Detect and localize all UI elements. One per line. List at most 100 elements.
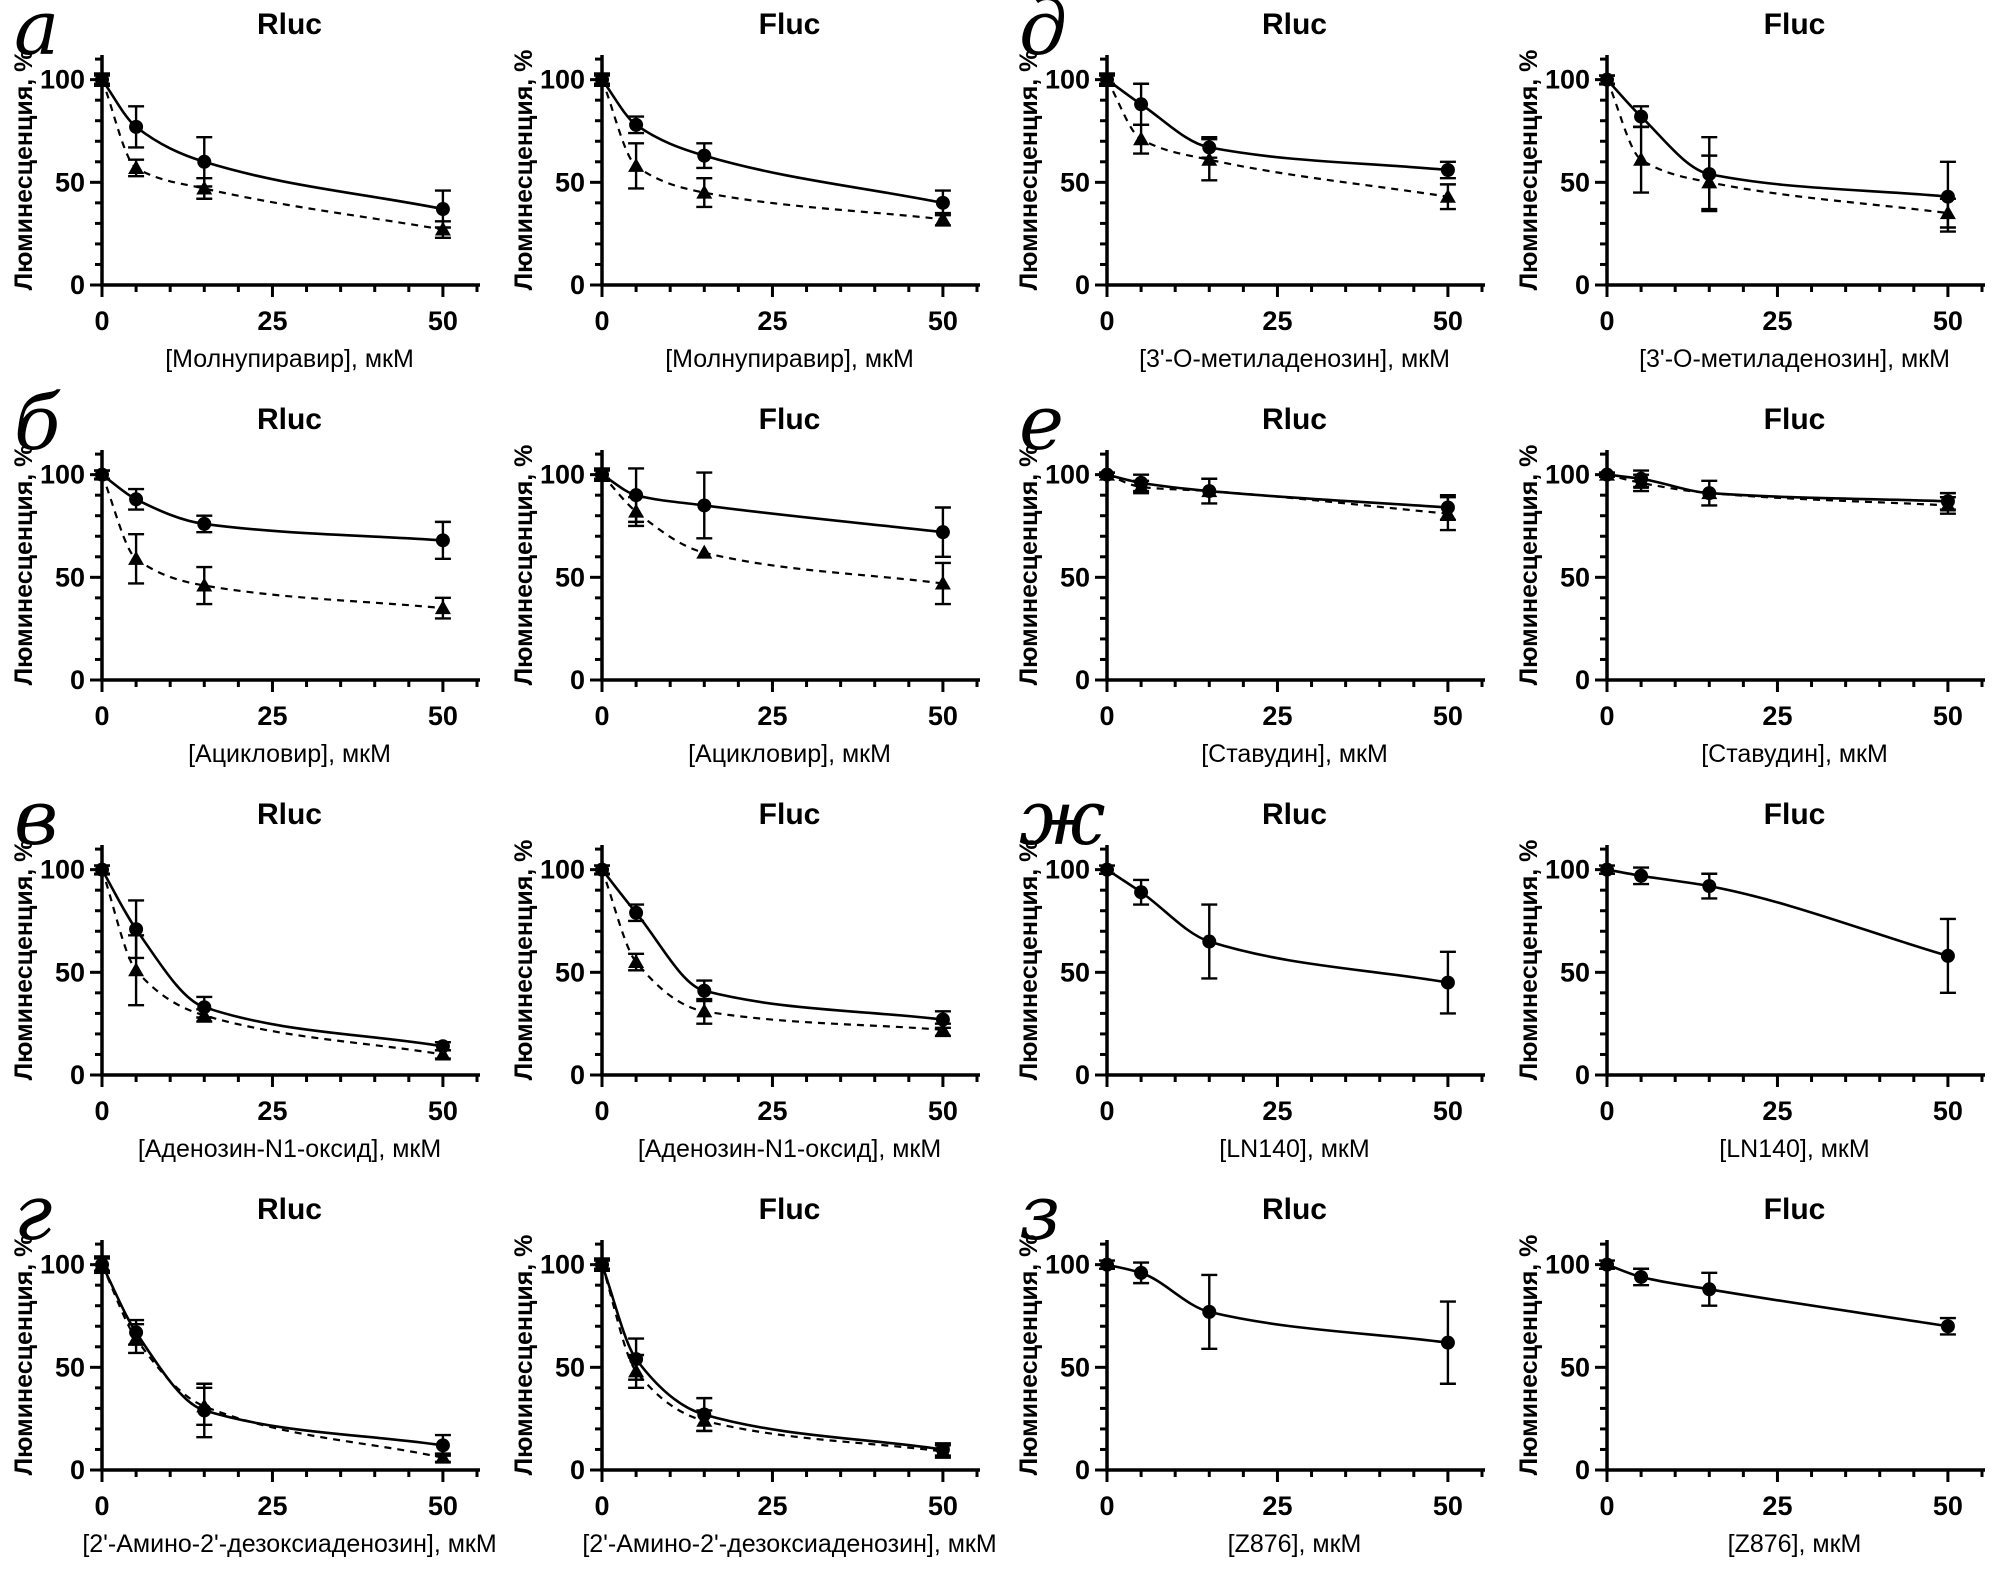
x-axis-label: [2'-Амино-2'-дезоксиаденозин], мкМ xyxy=(82,1530,496,1558)
chart-z-rluc: Rluc Люминесценция, % [Z876], мкМ 0 50 100 0 25… xyxy=(1007,1185,1507,1570)
y-tick-label: 100 xyxy=(540,65,585,95)
x-tick-label: 25 xyxy=(257,306,287,336)
x-tick-label: 50 xyxy=(428,1096,458,1126)
triangle-marker xyxy=(628,1363,645,1378)
chart-title: Fluc xyxy=(759,403,821,436)
y-axis-label: Люминесценция, % xyxy=(510,50,538,291)
triangle-marker xyxy=(696,544,713,559)
fit-curve-dashed xyxy=(100,79,444,231)
chart-title: Fluc xyxy=(1764,8,1826,41)
circle-marker xyxy=(435,202,450,217)
x-axis-label: [Молнупиравир], мкМ xyxy=(665,345,914,373)
y-tick-label: 100 xyxy=(40,855,85,885)
circle-marker xyxy=(629,488,644,503)
fit-curve-dashed xyxy=(100,474,444,610)
y-axis-label: Люминесценция, % xyxy=(1015,50,1043,291)
panel-e: е Rluc Люминесценция, % [Ставудин], мкМ 0 50… xyxy=(1005,381,2010,790)
y-tick-label: 0 xyxy=(1575,1060,1590,1090)
circle-marker xyxy=(129,119,144,134)
x-tick-label: 0 xyxy=(1599,1096,1614,1126)
x-tick-label: 25 xyxy=(1762,701,1792,731)
x-tick-label: 25 xyxy=(757,1096,787,1126)
x-tick-label: 0 xyxy=(594,701,609,731)
x-tick-label: 25 xyxy=(1262,306,1292,336)
panel-letter-z: з xyxy=(1019,1168,1061,1257)
panel-z: з Rluc Люминесценция, % [Z876], мкМ 0 50 100 0… xyxy=(1005,1171,2010,1580)
circle-marker xyxy=(435,1438,450,1453)
triangle-marker xyxy=(434,600,451,615)
x-tick-label: 25 xyxy=(1262,1096,1292,1126)
y-tick-label: 50 xyxy=(1060,957,1090,987)
fit-curve-solid xyxy=(1606,78,1949,198)
x-axis-label: [Ставудин], мкМ xyxy=(1701,740,1888,768)
y-tick-label: 100 xyxy=(40,460,85,490)
circle-marker xyxy=(129,492,144,507)
x-tick-label: 25 xyxy=(757,701,787,731)
triangle-marker xyxy=(934,575,951,590)
chart-d-fluc: Fluc Люминесценция, % [3'-O-метиладенозин]… xyxy=(1507,0,2007,385)
chart-title: Rluc xyxy=(257,798,322,831)
chart-title: Rluc xyxy=(1262,8,1327,41)
chart-title: Fluc xyxy=(1764,1193,1826,1226)
y-tick-label: 100 xyxy=(40,1250,85,1280)
chart-g-rluc: Rluc Люминесценция, % [2'-Амино-2'-дезокси… xyxy=(2,1185,502,1570)
y-tick-label: 0 xyxy=(1075,270,1090,300)
y-axis-label: Люминесценция, % xyxy=(10,840,38,1081)
x-tick-label: 0 xyxy=(594,306,609,336)
fit-curve-dashed xyxy=(601,473,944,585)
circle-marker xyxy=(629,905,644,920)
y-tick-label: 50 xyxy=(1560,957,1590,987)
x-axis-label: [Z876], мкМ xyxy=(1228,1530,1362,1558)
panel-letter-e: е xyxy=(1019,378,1064,467)
y-axis-label: Люминесценция, % xyxy=(1515,445,1543,686)
triangle-marker xyxy=(1201,151,1218,166)
chart-title: Fluc xyxy=(759,798,821,831)
fit-curve-solid xyxy=(600,1264,944,1451)
x-axis-label: [3'-O-метиладенозин], мкМ xyxy=(1139,345,1450,373)
x-tick-label: 25 xyxy=(1762,1491,1792,1521)
y-tick-label: 50 xyxy=(1560,1352,1590,1382)
x-axis-label: [LN140], мкМ xyxy=(1719,1135,1869,1163)
circle-marker xyxy=(1100,862,1114,877)
y-axis-label: Люминесценция, % xyxy=(1015,1235,1043,1476)
triangle-marker xyxy=(934,1443,951,1458)
y-tick-label: 50 xyxy=(1060,562,1090,592)
x-tick-label: 50 xyxy=(1933,306,1963,336)
circle-marker xyxy=(1134,1265,1149,1280)
fit-curve-solid xyxy=(100,1264,444,1447)
x-axis-label: [Ацикловир], мкМ xyxy=(188,740,391,768)
fit-curve-dashed xyxy=(600,79,944,221)
chart-b-fluc: Fluc Люминесценция, % [Ацикловир], мкМ 0 50 1… xyxy=(502,395,1002,780)
triangle-marker xyxy=(128,550,145,565)
triangle-marker xyxy=(1939,497,1956,512)
panel-g: г Rluc Люминесценция, % [2'-Амино-2'-дезок… xyxy=(0,1171,1005,1580)
triangle-marker xyxy=(696,1003,713,1018)
x-tick-label: 25 xyxy=(257,1096,287,1126)
y-tick-label: 100 xyxy=(540,1250,585,1280)
circle-marker xyxy=(1202,934,1217,949)
y-axis-label: Люминесценция, % xyxy=(1015,840,1043,1081)
y-tick-label: 0 xyxy=(70,1060,85,1090)
triangle-marker xyxy=(196,577,213,592)
x-tick-label: 0 xyxy=(1099,701,1114,731)
x-tick-label: 25 xyxy=(757,306,787,336)
triangle-marker xyxy=(594,466,610,481)
y-tick-label: 50 xyxy=(1560,562,1590,592)
chart-title: Rluc xyxy=(1262,1193,1327,1226)
fit-curve-solid xyxy=(100,78,444,211)
y-tick-label: 0 xyxy=(1575,665,1590,695)
chart-e-fluc: Fluc Люминесценция, % [Ставудин], мкМ 0 50 10… xyxy=(1507,395,2007,780)
circle-marker xyxy=(1940,948,1955,963)
fit-curve-dashed xyxy=(100,869,444,1056)
chart-title: Fluc xyxy=(759,8,821,41)
y-tick-label: 100 xyxy=(1045,65,1090,95)
y-axis-label: Люминесценция, % xyxy=(510,840,538,1081)
y-tick-label: 100 xyxy=(1045,1250,1090,1280)
triangle-marker xyxy=(94,861,110,876)
triangle-marker xyxy=(128,962,145,977)
x-tick-label: 50 xyxy=(1433,1491,1463,1521)
triangle-marker xyxy=(934,211,951,226)
y-axis-label: Люминесценция, % xyxy=(1515,1235,1543,1476)
circle-marker xyxy=(197,516,212,531)
triangle-marker xyxy=(1439,505,1456,520)
